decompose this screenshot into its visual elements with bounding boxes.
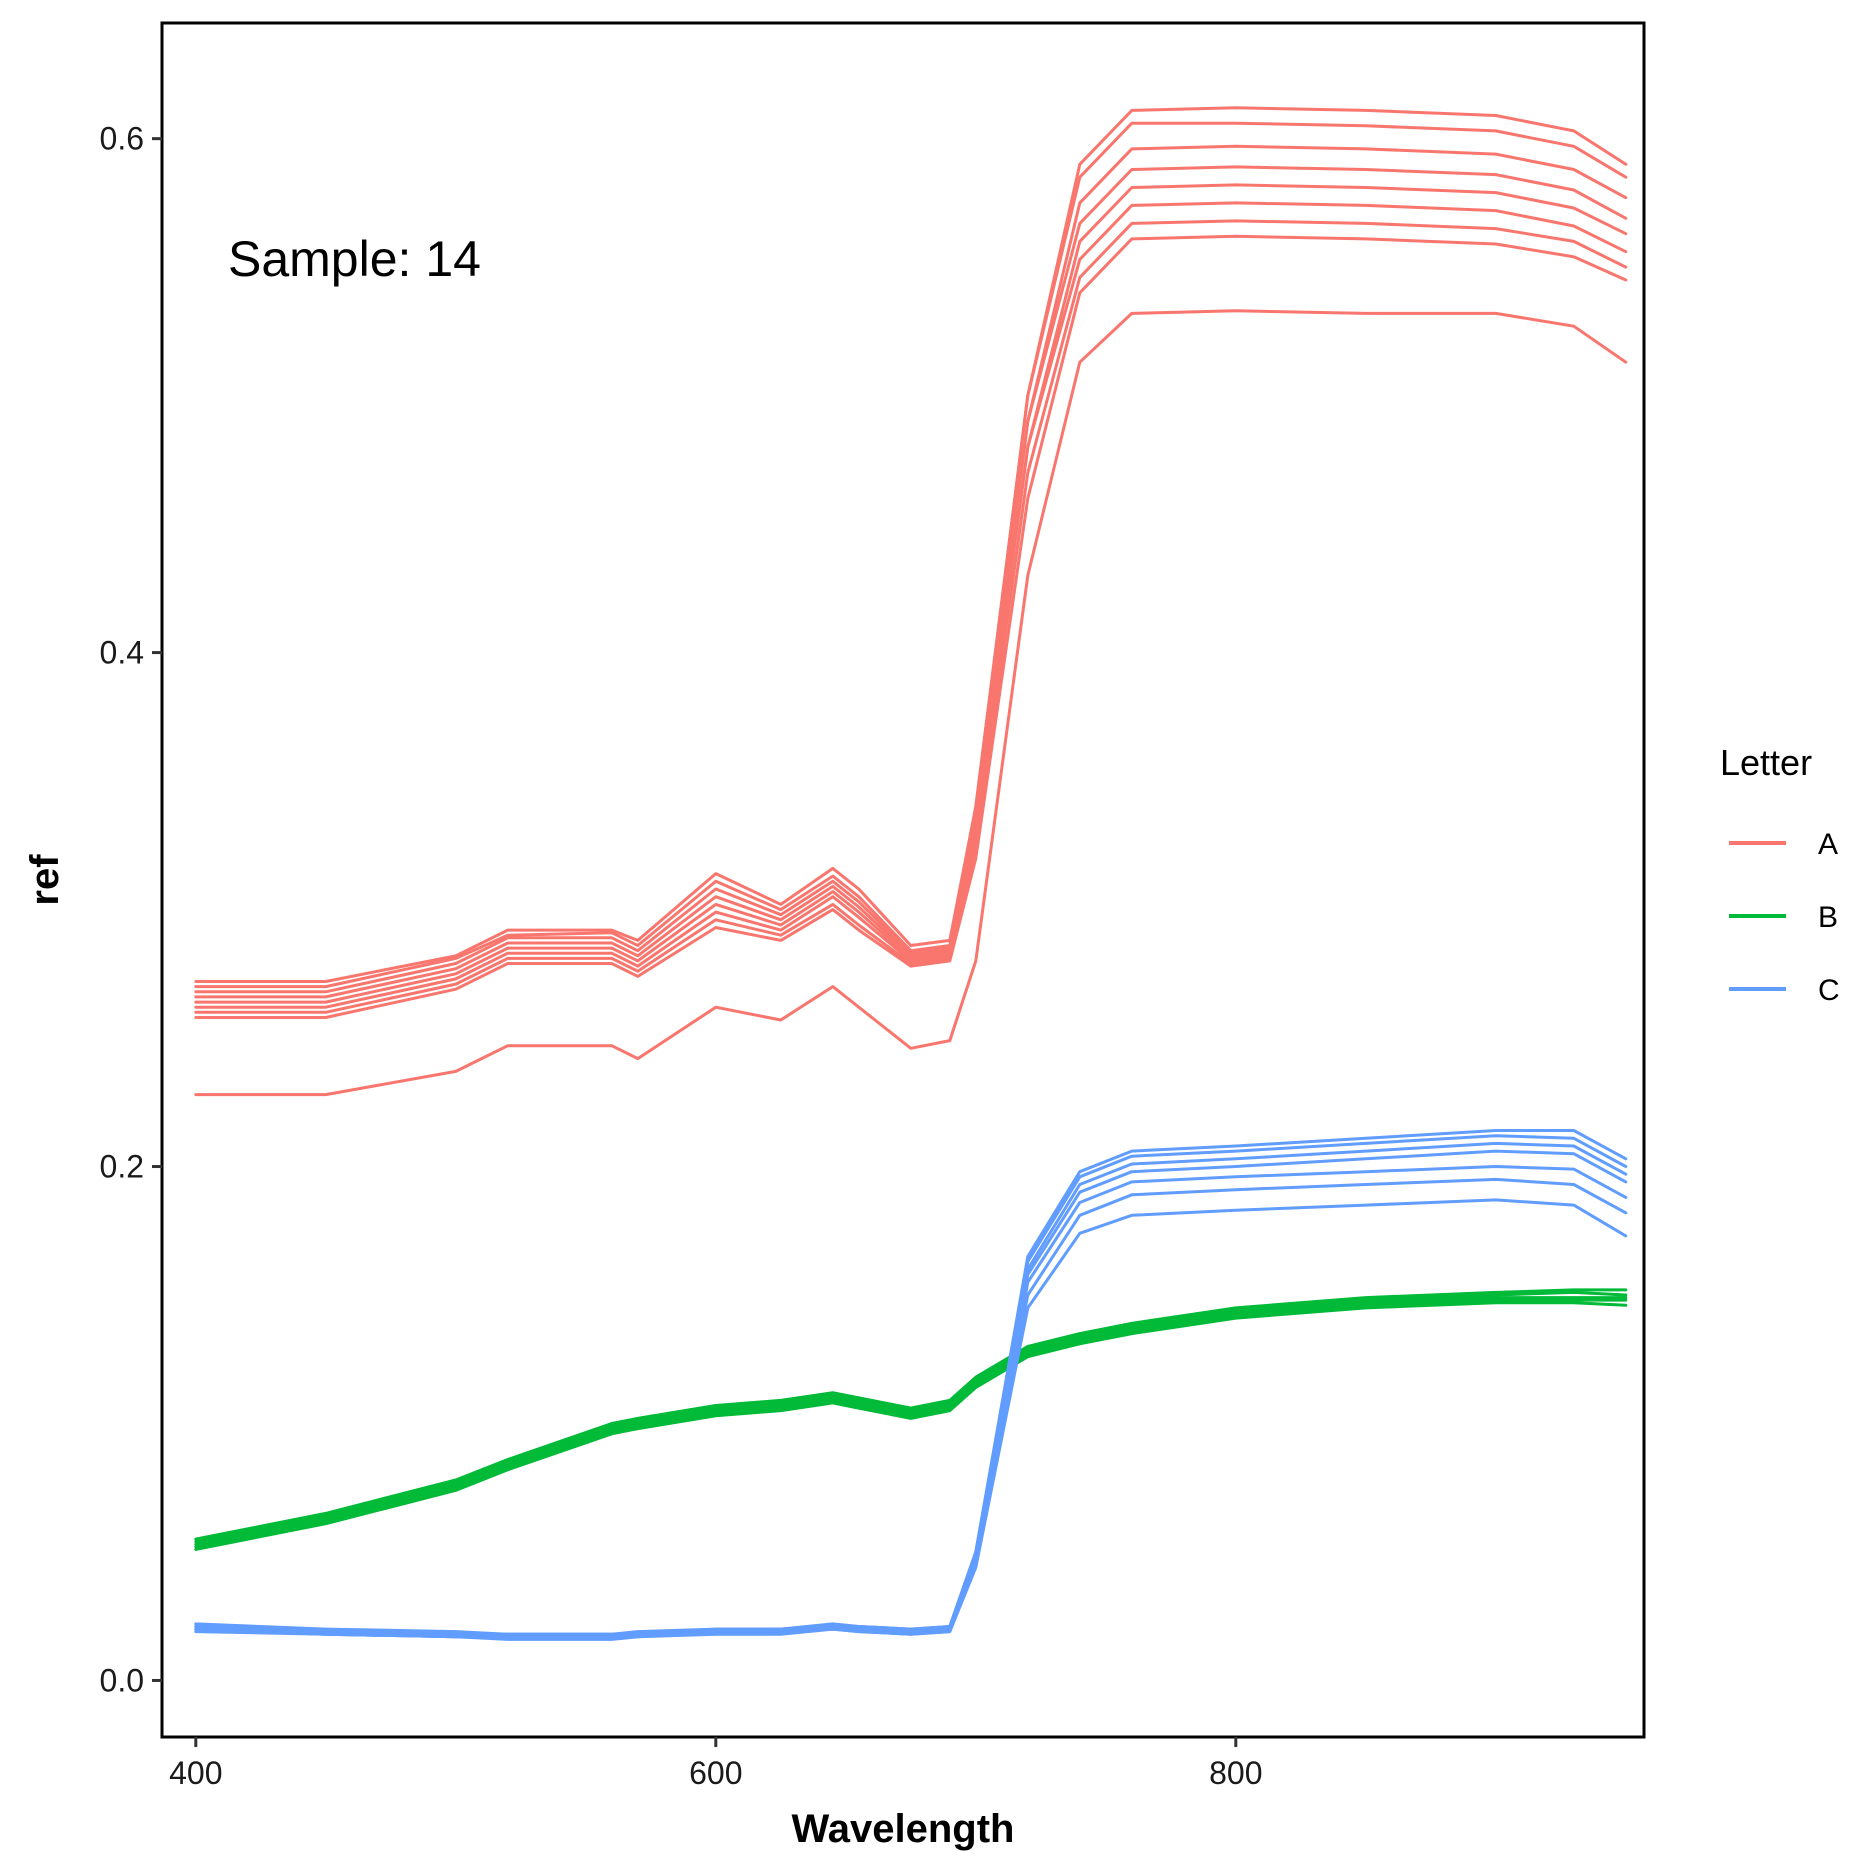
legend-title: Letter	[1720, 742, 1812, 783]
plot-border	[160, 21, 1646, 1739]
y-tick-label: 0.0	[100, 1662, 144, 1698]
series-line-a-1	[194, 106, 1628, 983]
legend-label-c: C	[1818, 974, 1840, 1007]
legend-label-b: B	[1818, 901, 1838, 934]
legend-label-a: A	[1818, 828, 1838, 861]
series-line-b-12	[194, 1296, 1628, 1546]
x-tick-label: 400	[169, 1755, 222, 1791]
series-line-b-14	[194, 1301, 1628, 1551]
series-line-a-6	[194, 201, 1628, 1009]
y-tick-label: 0.6	[100, 121, 144, 157]
x-tick-label: 800	[1209, 1755, 1262, 1791]
series-line-a-9	[194, 309, 1628, 1097]
x-axis-title: Wavelength	[792, 1807, 1015, 1851]
series-line-a-4	[194, 165, 1628, 999]
series-line-a-8	[194, 234, 1628, 1019]
series-line-b-13	[194, 1298, 1628, 1549]
y-axis: 0.0 0.2 0.4 0.6	[100, 121, 162, 1698]
sample-annotation: Sample: 14	[228, 231, 481, 287]
x-axis: 400 600 800	[169, 1737, 1262, 1791]
y-tick-label: 0.4	[100, 635, 144, 671]
series-line-b-11	[194, 1290, 1628, 1544]
y-tick-label: 0.2	[100, 1149, 144, 1185]
series-line-c-21	[194, 1198, 1628, 1641]
x-tick-label: 600	[689, 1755, 742, 1791]
legend: Letter A B C	[1720, 742, 1840, 1007]
plot-panel	[162, 23, 1644, 1737]
series-layer	[194, 106, 1628, 1641]
series-line-a-3	[194, 144, 1628, 994]
series-line-a-2	[194, 121, 1628, 989]
y-axis-title: ref	[23, 854, 67, 906]
series-line-b-10	[194, 1288, 1628, 1541]
series-line-a-5	[194, 183, 1628, 1004]
series-line-a-7	[194, 219, 1628, 1014]
